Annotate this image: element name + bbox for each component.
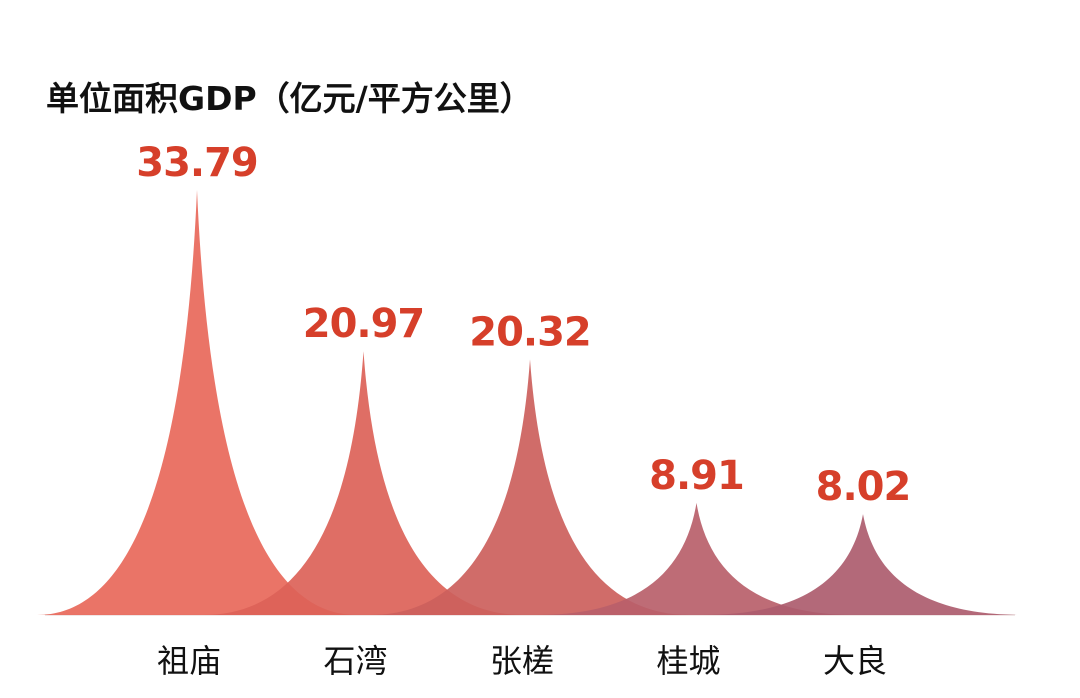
spike-3: [370, 359, 690, 615]
value-label: 8.91: [649, 453, 744, 499]
value-label: 8.02: [816, 464, 911, 510]
category-label: 大良: [823, 642, 887, 680]
value-label: 20.32: [469, 309, 591, 355]
spike-2: [203, 351, 524, 615]
category-label: 桂城: [656, 642, 720, 680]
spike-4: [536, 502, 857, 615]
value-label: 33.79: [136, 140, 258, 186]
category-label: 石湾: [323, 642, 387, 680]
value-label: 20.97: [303, 301, 425, 347]
spike-1: [37, 190, 357, 615]
category-label: 张槎: [490, 642, 554, 680]
chart-title: 单位面积GDP（亿元/平方公里）: [46, 79, 533, 118]
category-label: 祖庙: [157, 642, 221, 680]
spike-5: [703, 514, 1023, 615]
